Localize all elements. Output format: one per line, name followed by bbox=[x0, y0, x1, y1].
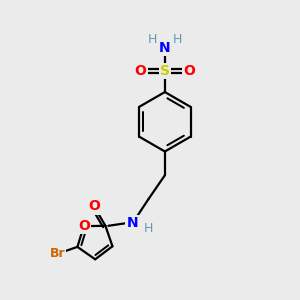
Text: S: S bbox=[160, 64, 170, 78]
Text: H: H bbox=[148, 33, 157, 46]
Text: H: H bbox=[173, 33, 182, 46]
Text: N: N bbox=[159, 41, 171, 55]
Text: O: O bbox=[78, 219, 90, 233]
Text: O: O bbox=[183, 64, 195, 78]
Text: O: O bbox=[88, 200, 100, 214]
Text: O: O bbox=[135, 64, 146, 78]
Text: Br: Br bbox=[50, 248, 65, 260]
Text: N: N bbox=[126, 216, 138, 230]
Text: H: H bbox=[144, 222, 153, 235]
